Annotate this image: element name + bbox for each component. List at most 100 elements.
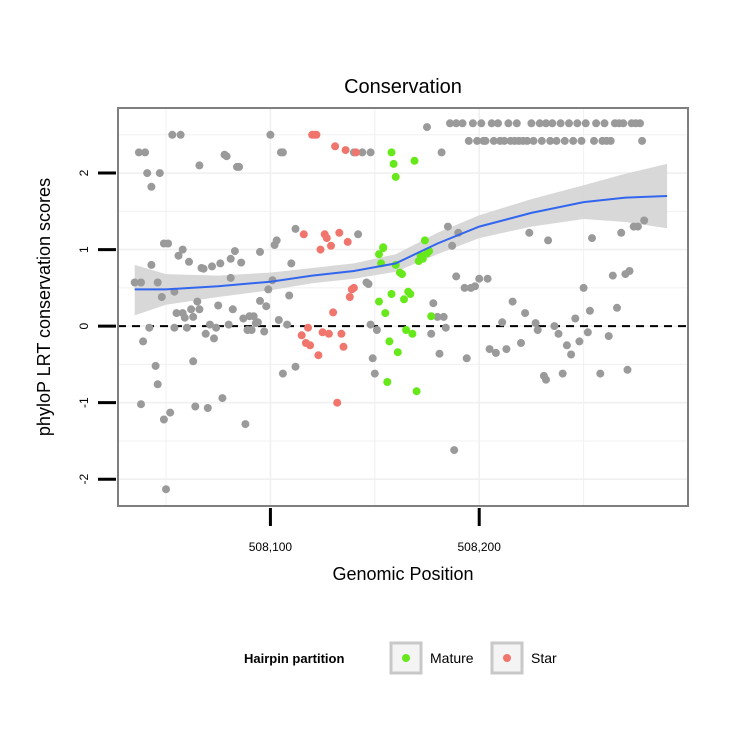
point-star	[314, 351, 323, 360]
point-other	[460, 283, 469, 292]
point-other	[283, 320, 292, 329]
point-mature	[406, 290, 415, 298]
legend-label-mature: Mature	[430, 650, 474, 666]
point-other	[446, 119, 454, 128]
point-other	[147, 260, 156, 269]
y-tick-label: 2	[77, 169, 91, 176]
point-mature	[383, 378, 392, 386]
point-other	[182, 323, 191, 332]
point-star	[349, 283, 358, 292]
point-other	[491, 348, 500, 357]
chart-title: Conservation	[344, 76, 462, 98]
point-other	[462, 354, 471, 363]
point-other	[512, 119, 521, 128]
point-other	[272, 236, 281, 245]
y-tick-label: -2	[77, 474, 91, 485]
point-other	[226, 254, 235, 263]
point-other	[291, 224, 300, 233]
point-other	[583, 328, 592, 337]
point-star	[335, 228, 344, 237]
point-other	[287, 259, 296, 268]
point-other	[592, 119, 601, 128]
point-other	[174, 251, 183, 260]
point-other	[600, 119, 609, 128]
point-other	[212, 323, 221, 332]
x-tick-label: 508,100	[249, 540, 293, 554]
plot-panel	[118, 108, 688, 506]
point-other	[364, 280, 373, 288]
point-star	[297, 331, 306, 340]
point-other	[556, 119, 565, 128]
point-other	[448, 241, 457, 250]
point-mature	[398, 270, 406, 279]
point-other	[504, 119, 513, 128]
point-other	[370, 369, 379, 378]
point-other	[537, 136, 546, 145]
point-other	[187, 305, 196, 314]
point-other	[452, 272, 461, 281]
point-other	[464, 136, 473, 145]
x-tick-label: 508,200	[458, 540, 502, 554]
point-star	[333, 398, 342, 407]
point-other	[458, 119, 467, 128]
point-star	[318, 328, 327, 337]
point-other	[508, 297, 517, 306]
point-other	[230, 247, 239, 256]
point-other	[544, 236, 553, 245]
point-other	[450, 446, 459, 455]
point-other	[571, 314, 580, 323]
point-other	[256, 247, 264, 256]
point-other	[423, 123, 431, 132]
point-star	[304, 323, 312, 332]
point-mature	[381, 309, 390, 318]
point-other	[477, 119, 486, 128]
point-other	[623, 365, 632, 374]
point-other	[253, 318, 262, 327]
point-other	[157, 293, 166, 301]
point-other	[573, 119, 582, 128]
legend-title: Hairpin partition	[244, 651, 344, 666]
point-other	[178, 245, 187, 254]
point-mature	[385, 337, 394, 346]
point-other	[195, 305, 204, 314]
point-other	[239, 314, 248, 323]
point-other	[168, 130, 177, 139]
point-mature	[408, 329, 417, 338]
point-other	[151, 361, 160, 370]
point-other	[228, 305, 237, 314]
point-other	[433, 312, 442, 321]
point-other	[558, 369, 567, 378]
point-other	[278, 148, 287, 157]
point-other	[443, 222, 452, 231]
point-other	[366, 320, 375, 329]
point-other	[437, 148, 446, 157]
point-other	[134, 148, 143, 157]
point-other	[471, 282, 479, 291]
point-other	[199, 264, 208, 273]
point-other	[193, 297, 202, 306]
point-other	[155, 169, 164, 178]
point-other	[201, 329, 210, 338]
point-other	[485, 345, 494, 354]
point-other	[222, 152, 231, 161]
point-other	[636, 119, 644, 128]
y-tick-label: 0	[77, 322, 91, 329]
point-other	[517, 339, 525, 347]
point-other	[604, 332, 613, 341]
point-mature	[412, 387, 421, 396]
point-other	[633, 222, 642, 231]
point-other	[523, 136, 532, 145]
point-star	[341, 146, 350, 155]
point-other	[368, 354, 377, 363]
point-other	[143, 169, 152, 178]
point-other	[531, 319, 540, 328]
point-other	[542, 119, 550, 128]
point-other	[203, 404, 212, 412]
point-other	[502, 345, 511, 354]
point-mature	[391, 172, 400, 181]
point-other	[521, 309, 530, 318]
point-other	[625, 267, 634, 275]
point-other	[468, 119, 477, 128]
point-other	[527, 119, 536, 128]
point-other	[565, 119, 573, 128]
